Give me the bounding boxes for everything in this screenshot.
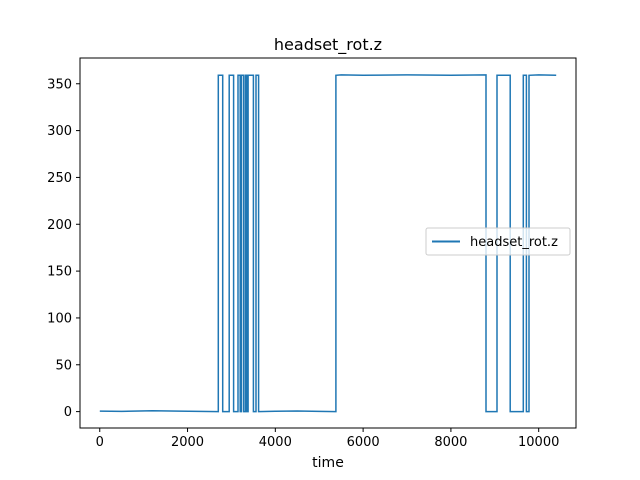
y-tick-label: 350 <box>47 77 72 92</box>
x-tick-label: 0 <box>96 435 104 450</box>
legend: headset_rot.z <box>425 227 571 256</box>
x-tick-label: 6000 <box>347 435 380 450</box>
legend-box <box>425 227 571 256</box>
legend-label: headset_rot.z <box>470 235 558 250</box>
y-tick-label: 300 <box>47 124 72 139</box>
series-line-0 <box>99 74 557 413</box>
plot-frame <box>79 57 577 429</box>
x-tick-label: 4000 <box>259 435 292 450</box>
chart-title: headset_rot.z <box>274 35 382 55</box>
y-tick-label: 250 <box>47 171 72 186</box>
plot-area <box>79 57 577 429</box>
x-tick-label: 2000 <box>171 435 204 450</box>
y-tick-label: 100 <box>47 311 72 326</box>
y-axis-ticks: 0 50 100 150 200 250 300 350 <box>47 77 80 420</box>
x-tick-label: 10000 <box>518 435 559 450</box>
y-tick-label: 0 <box>64 405 72 420</box>
y-tick-label: 150 <box>47 265 72 280</box>
series-layer <box>99 74 557 413</box>
x-axis-ticks: 0 2000 4000 6000 8000 10000 <box>96 428 559 450</box>
x-tick-label: 8000 <box>434 435 467 450</box>
x-axis-label: time <box>312 455 344 471</box>
y-tick-label: 50 <box>55 358 72 373</box>
y-tick-label: 200 <box>47 218 72 233</box>
